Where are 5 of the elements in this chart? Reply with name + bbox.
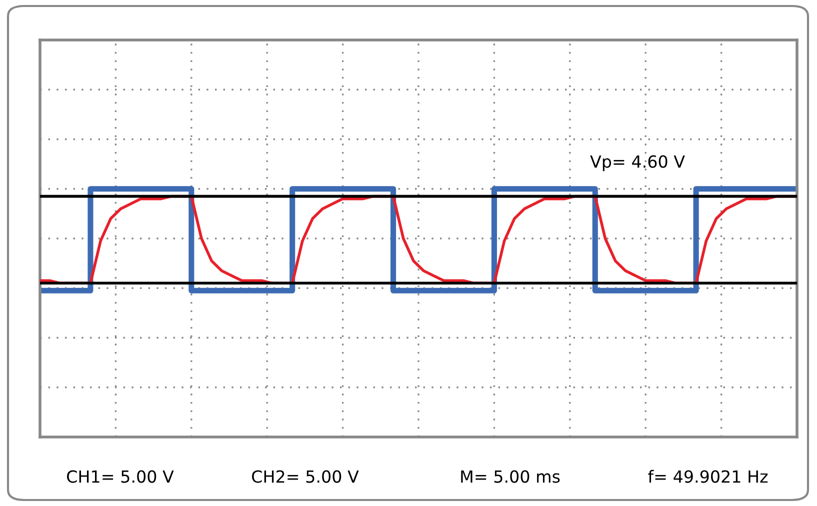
text: Vp= 4.60 V	[590, 155, 685, 172]
text: f= 49.9021 Hz	[648, 470, 768, 483]
text: CH1= 5.00 V	[67, 470, 174, 483]
text: M= 5.00 ms	[461, 470, 560, 483]
text: CH2= 5.00 V	[252, 470, 359, 483]
